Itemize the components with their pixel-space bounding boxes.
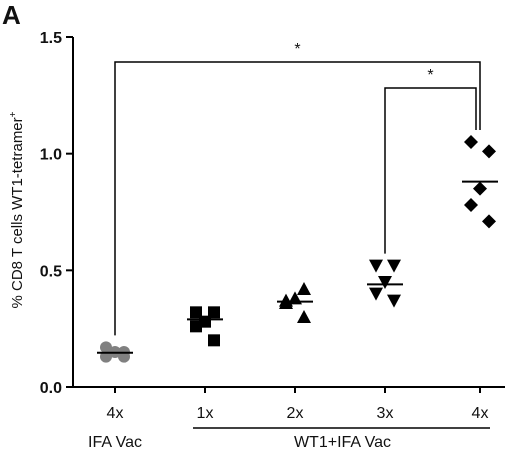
marker-square bbox=[190, 320, 202, 333]
y-axis: 0.0 0.5 1.0 1.5 bbox=[40, 30, 74, 397]
marker-square bbox=[208, 334, 220, 347]
y-tick-label: 1.0 bbox=[40, 147, 62, 164]
marker-circle bbox=[100, 341, 112, 354]
x-tick-label: 4x bbox=[472, 405, 489, 422]
x-tick-label: 1x bbox=[197, 405, 214, 422]
y-tick-label: 0.5 bbox=[40, 263, 62, 280]
panel-label: A bbox=[2, 0, 21, 30]
significance-star: * bbox=[427, 67, 433, 84]
group-label: WT1+IFA Vac bbox=[294, 434, 391, 451]
marker-square bbox=[190, 306, 202, 319]
marker-triangle-up bbox=[297, 310, 311, 323]
marker-diamond bbox=[482, 144, 496, 159]
y-axis-label: % CD8 T cells WT1-tetramer+ bbox=[8, 111, 26, 308]
marker-triangle-down bbox=[387, 294, 401, 308]
data-points bbox=[100, 135, 496, 363]
significance-star: * bbox=[294, 41, 300, 58]
marker-diamond bbox=[473, 181, 487, 196]
group-label: IFA Vac bbox=[88, 434, 142, 451]
marker-square bbox=[208, 306, 220, 319]
marker-diamond bbox=[464, 135, 478, 149]
marker-diamond bbox=[482, 214, 496, 229]
series-3 bbox=[369, 259, 401, 308]
marker-triangle-down bbox=[387, 259, 401, 273]
x-tick-label: 4x bbox=[107, 405, 124, 422]
x-tick-label: 3x bbox=[377, 405, 394, 422]
marker-triangle-up bbox=[279, 293, 293, 307]
x-tick-label: 2x bbox=[287, 405, 304, 422]
significance-brackets: ** bbox=[114, 41, 481, 336]
significance-bracket bbox=[384, 87, 477, 254]
x-axis: 4x 1x 2x 3x 4x bbox=[73, 386, 505, 422]
marker-diamond bbox=[464, 198, 478, 212]
y-tick-label: 1.5 bbox=[40, 30, 62, 47]
y-tick-label: 0.0 bbox=[40, 380, 62, 397]
marker-triangle-down bbox=[369, 287, 383, 301]
group-labels: IFA Vac WT1+IFA Vac bbox=[88, 427, 490, 451]
marker-triangle-down bbox=[378, 276, 392, 289]
mean-lines bbox=[97, 180, 498, 354]
marker-triangle-up bbox=[297, 282, 311, 295]
y-axis-label-text: % CD8 T cells WT1-tetramer bbox=[9, 117, 26, 308]
series-1 bbox=[190, 306, 220, 347]
y-axis-label-superscript: + bbox=[8, 111, 19, 117]
series-4 bbox=[464, 135, 496, 229]
marker-triangle-down bbox=[369, 259, 383, 273]
significance-bracket bbox=[114, 61, 481, 336]
